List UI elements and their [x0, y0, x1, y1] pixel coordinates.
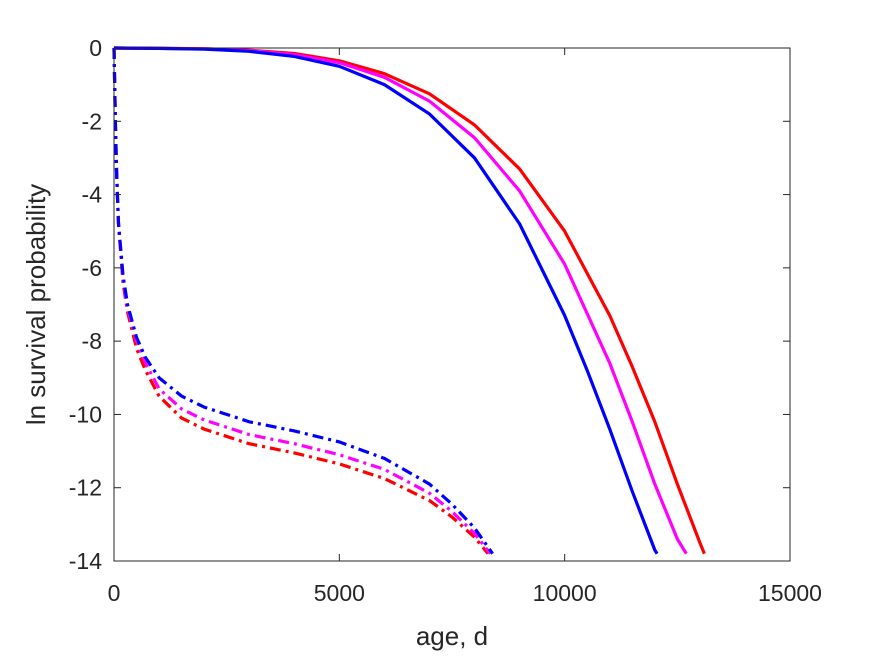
x-tick-label: 0: [108, 580, 121, 606]
y-tick-label: -8: [82, 328, 102, 354]
y-tick-label: 0: [89, 35, 102, 61]
series-line-red-solid: [113, 46, 706, 555]
y-tick-label: -12: [69, 475, 102, 501]
y-tick-label: -10: [69, 401, 102, 427]
x-tick-label: 15000: [758, 580, 822, 606]
x-tick-label: 10000: [533, 580, 597, 606]
ticks-layer: 0 5000 10000 15000 0 -2 -4 -6 -8 -10 -12 -14: [69, 35, 822, 606]
x-tick-label: 5000: [314, 580, 365, 606]
y-tick-label: -6: [82, 255, 102, 281]
series-line-blue-solid: [113, 46, 659, 555]
series-line-blue-dashdot: [112, 47, 494, 555]
x-axis-label: age, d: [416, 621, 488, 651]
y-tick-label: -14: [69, 548, 102, 574]
series-layer: [112, 46, 706, 555]
y-axis-label: ln survival probability: [21, 184, 51, 425]
series-line-red-dashdot: [112, 47, 490, 555]
series-line-magenta-dashdot: [112, 47, 492, 555]
y-tick-label: -2: [82, 108, 102, 134]
plot-area-frame: [113, 47, 791, 562]
y-tick-label: -4: [82, 182, 103, 208]
